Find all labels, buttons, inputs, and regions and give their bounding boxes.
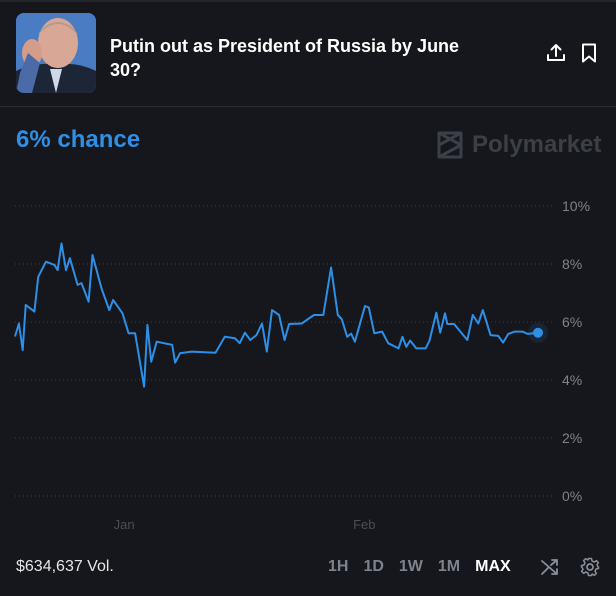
last-point-marker[interactable]: [533, 327, 543, 338]
market-thumbnail: [16, 13, 96, 93]
range-1m[interactable]: 1M: [437, 558, 461, 575]
share-icon: [547, 44, 565, 61]
y-tick-label: 2%: [562, 430, 582, 446]
y-tick-label: 6%: [562, 314, 582, 330]
settings-button[interactable]: [580, 557, 600, 577]
volume-label: $634,637 Vol.: [16, 558, 114, 575]
chance-label: 6% chance: [16, 126, 141, 153]
shuffle-button[interactable]: [540, 557, 560, 577]
bookmark-button[interactable]: [578, 42, 600, 64]
polymarket-logo-icon: [437, 131, 463, 159]
x-tick-label: Feb: [353, 517, 375, 532]
series-line: [14, 242, 539, 388]
probability-chart[interactable]: 0% 2% 4% 6% 8% 10% Jan Feb: [0, 180, 616, 540]
share-button[interactable]: [545, 42, 567, 64]
range-1d[interactable]: 1D: [363, 558, 384, 575]
shuffle-icon: [541, 559, 558, 575]
range-1w[interactable]: 1W: [398, 558, 423, 575]
market-title: Putin out as President of Russia by June…: [110, 36, 460, 80]
range-1h[interactable]: 1H: [328, 558, 349, 575]
top-border: [0, 0, 616, 2]
polymarket-watermark: Polymarket: [436, 130, 601, 160]
gear-icon: [580, 557, 600, 577]
y-tick-label: 10%: [562, 198, 590, 214]
header-divider: [0, 106, 616, 107]
range-max[interactable]: MAX: [475, 558, 511, 575]
bookmark-icon: [582, 43, 596, 63]
brand-name: Polymarket: [472, 131, 602, 158]
y-tick-label: 8%: [562, 256, 582, 272]
time-range-selector: 1H 1D 1W 1M MAX: [328, 558, 526, 576]
y-tick-label: 4%: [562, 372, 582, 388]
portrait-image: [16, 13, 96, 93]
y-tick-label: 0%: [562, 488, 582, 504]
x-tick-label: Jan: [114, 517, 135, 532]
